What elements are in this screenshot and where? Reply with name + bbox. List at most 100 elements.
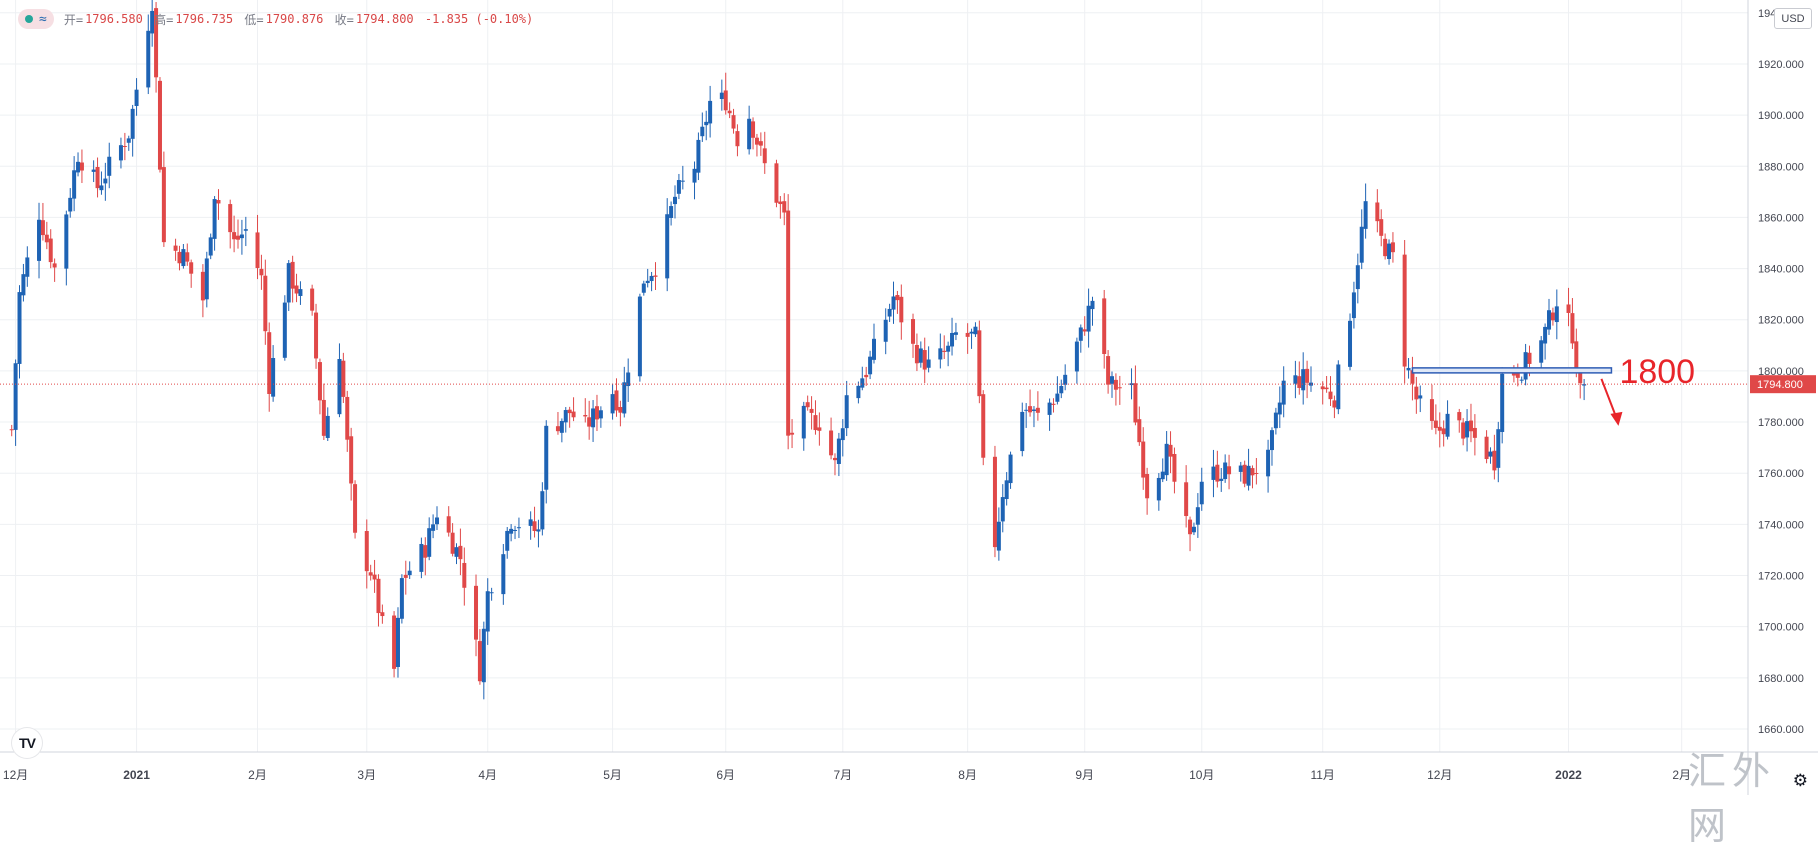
candle-body [122, 145, 127, 147]
currency-selector[interactable]: USD [1774, 8, 1812, 29]
candle-body [91, 169, 96, 172]
x-tick-label: 7月 [833, 768, 852, 782]
x-tick-label: 10月 [1189, 768, 1214, 782]
candle-body [618, 407, 623, 413]
candle-body [622, 382, 627, 414]
candle-body [204, 258, 209, 300]
candle-body [79, 162, 84, 171]
candle-body [325, 415, 330, 438]
x-tick-label: 6月 [716, 768, 735, 782]
candle-body [946, 345, 951, 352]
y-tick-label: 1880.000 [1758, 161, 1804, 173]
close-label: 收= [334, 12, 354, 27]
candle-body [419, 543, 424, 572]
arrow-head-icon [1610, 411, 1623, 426]
candle-body [591, 408, 596, 428]
candle-body [185, 252, 190, 262]
candle-body [899, 296, 904, 323]
candle-body [76, 161, 81, 173]
candle-body [1250, 468, 1255, 476]
close-value: 1794.800 [355, 12, 414, 26]
candle-body [263, 275, 268, 332]
candle-body [1387, 243, 1392, 260]
series-toggle[interactable]: ≈ [18, 9, 54, 29]
y-tick-label: 1760.000 [1758, 468, 1804, 480]
y-tick-label: 1680.000 [1758, 673, 1804, 685]
candle-body [1418, 395, 1423, 399]
candle-body [1433, 420, 1438, 428]
candle-body [1078, 327, 1083, 341]
candle-body [973, 326, 978, 335]
candle-body [832, 457, 837, 461]
price-chart[interactable]: 1660.000 1680.000 1700.000 1720.000 1740.000… [0, 0, 1818, 795]
candle-body [1102, 298, 1107, 354]
candle-body [485, 591, 490, 632]
gear-icon[interactable]: ⚙ [1792, 771, 1808, 791]
candle-body [536, 529, 541, 532]
candle-body [353, 484, 358, 533]
candle-body [1441, 428, 1446, 435]
candle-body [1000, 497, 1005, 522]
candle-body [157, 80, 162, 170]
candle-body [1363, 201, 1368, 229]
candle-body [1305, 368, 1310, 383]
candle-body [926, 359, 931, 368]
candle-body [1527, 352, 1532, 364]
candle-body [48, 238, 53, 263]
candle-body [1219, 478, 1224, 481]
candle-body [208, 237, 213, 256]
candlesticks [9, 0, 1587, 700]
candle-body [1554, 306, 1559, 323]
candle-body [676, 180, 681, 194]
candle-body [1465, 421, 1470, 438]
candle-body [950, 332, 955, 347]
candle-body [1582, 384, 1587, 386]
candle-body [1468, 420, 1473, 432]
candle-body [1172, 453, 1177, 482]
candle-body [13, 363, 18, 430]
candle-body [286, 263, 291, 303]
candle-body [505, 530, 510, 551]
candle-body [653, 275, 658, 277]
candle-body [9, 429, 14, 431]
candle-body [1406, 367, 1411, 371]
candle-body [146, 30, 151, 88]
y-tick-label: 1660.000 [1758, 724, 1804, 736]
candle-body [17, 292, 22, 364]
candle-body [337, 359, 342, 415]
candle-body [243, 229, 248, 231]
candle-body [1383, 238, 1388, 257]
candle-body [314, 312, 319, 359]
candle-body [1141, 441, 1146, 478]
candle-body [1199, 481, 1204, 505]
candle-body [669, 206, 674, 218]
candle-body [895, 295, 900, 301]
ohlc-legend: ≈ 开= 1796.580 高= 1796.735 低= 1790.876 收=… [18, 6, 535, 32]
candle-body [969, 331, 974, 334]
candle-body [786, 210, 791, 436]
candle-body [817, 427, 822, 431]
candle-body [1035, 407, 1040, 413]
candle-body [844, 395, 849, 429]
y-tick-label: 1900.000 [1758, 110, 1804, 122]
candle-body [1024, 409, 1029, 411]
x-tick-label: 4月 [478, 768, 497, 782]
tradingview-logo[interactable]: TV [12, 728, 42, 758]
candle-body [571, 411, 576, 418]
high-label: 高= [154, 12, 174, 27]
candle-body [474, 585, 479, 640]
candle-body [462, 562, 467, 588]
candle-body [778, 201, 783, 205]
candle-body [1523, 352, 1528, 380]
candle-body [680, 180, 685, 182]
x-tick-label: 12月 [1427, 768, 1452, 782]
last-price-label: 1794.800 [1757, 379, 1803, 391]
candle-body [758, 141, 763, 146]
candle-body [544, 425, 549, 490]
candle-body [1484, 436, 1489, 460]
candle-body [1195, 507, 1200, 525]
candle-body [150, 10, 155, 34]
candle-body [431, 524, 436, 531]
candle-body [189, 262, 194, 274]
